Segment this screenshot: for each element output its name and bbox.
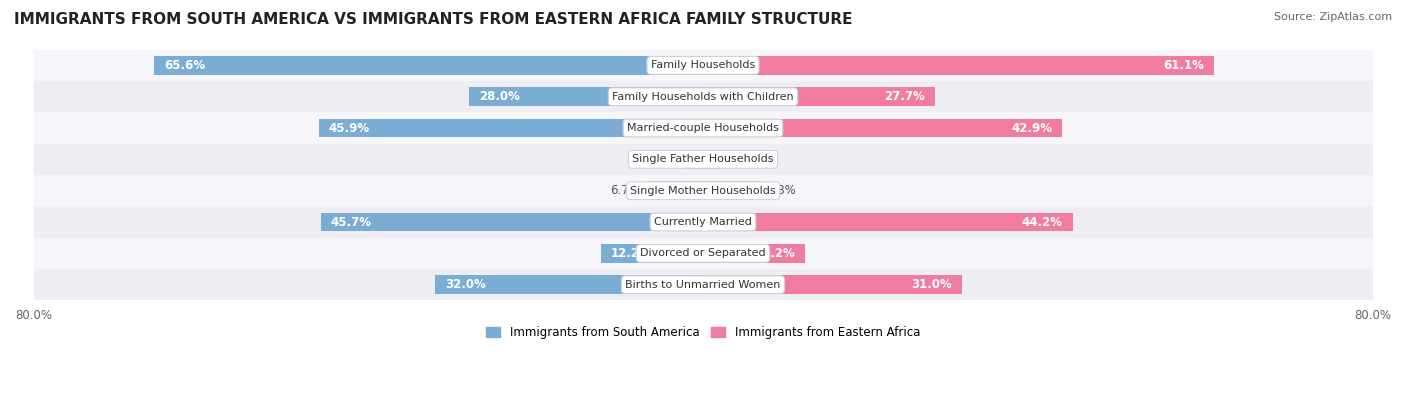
Bar: [703, 56, 1215, 75]
Bar: [34, 269, 1372, 300]
Text: 32.0%: 32.0%: [446, 278, 486, 291]
Bar: [703, 213, 1073, 231]
Bar: [683, 150, 703, 169]
Bar: [703, 181, 759, 200]
Text: 45.9%: 45.9%: [329, 122, 370, 135]
Text: Single Father Households: Single Father Households: [633, 154, 773, 164]
Bar: [34, 238, 1372, 269]
Bar: [703, 118, 1062, 137]
Bar: [647, 181, 703, 200]
Bar: [703, 150, 723, 169]
Bar: [703, 87, 935, 106]
Text: Family Households: Family Households: [651, 60, 755, 70]
Text: 12.2%: 12.2%: [754, 247, 794, 260]
Text: 45.7%: 45.7%: [330, 216, 371, 229]
Text: Single Mother Households: Single Mother Households: [630, 186, 776, 196]
Bar: [34, 175, 1372, 206]
Text: 42.9%: 42.9%: [1011, 122, 1052, 135]
Bar: [34, 144, 1372, 175]
Bar: [34, 113, 1372, 144]
Legend: Immigrants from South America, Immigrants from Eastern Africa: Immigrants from South America, Immigrant…: [481, 322, 925, 344]
Text: Births to Unmarried Women: Births to Unmarried Women: [626, 280, 780, 290]
Bar: [34, 50, 1372, 81]
Bar: [703, 275, 963, 294]
Bar: [321, 213, 703, 231]
Text: IMMIGRANTS FROM SOUTH AMERICA VS IMMIGRANTS FROM EASTERN AFRICA FAMILY STRUCTURE: IMMIGRANTS FROM SOUTH AMERICA VS IMMIGRA…: [14, 12, 852, 27]
Text: 12.2%: 12.2%: [612, 247, 652, 260]
Text: 6.7%: 6.7%: [610, 184, 640, 197]
Text: 27.7%: 27.7%: [884, 90, 925, 103]
Text: Divorced or Separated: Divorced or Separated: [640, 248, 766, 258]
Text: 6.8%: 6.8%: [766, 184, 796, 197]
Bar: [34, 81, 1372, 113]
Text: Married-couple Households: Married-couple Households: [627, 123, 779, 133]
Text: 65.6%: 65.6%: [165, 59, 205, 72]
Bar: [319, 118, 703, 137]
Text: 2.3%: 2.3%: [647, 153, 678, 166]
Text: 44.2%: 44.2%: [1022, 216, 1063, 229]
Bar: [34, 206, 1372, 238]
Bar: [468, 87, 703, 106]
Bar: [600, 244, 703, 263]
Text: 2.4%: 2.4%: [730, 153, 759, 166]
Bar: [436, 275, 703, 294]
Text: 31.0%: 31.0%: [911, 278, 952, 291]
Text: 28.0%: 28.0%: [478, 90, 520, 103]
Bar: [155, 56, 703, 75]
Text: 61.1%: 61.1%: [1163, 59, 1205, 72]
Text: Source: ZipAtlas.com: Source: ZipAtlas.com: [1274, 12, 1392, 22]
Bar: [703, 244, 806, 263]
Text: Family Households with Children: Family Households with Children: [612, 92, 794, 102]
Text: Currently Married: Currently Married: [654, 217, 752, 227]
